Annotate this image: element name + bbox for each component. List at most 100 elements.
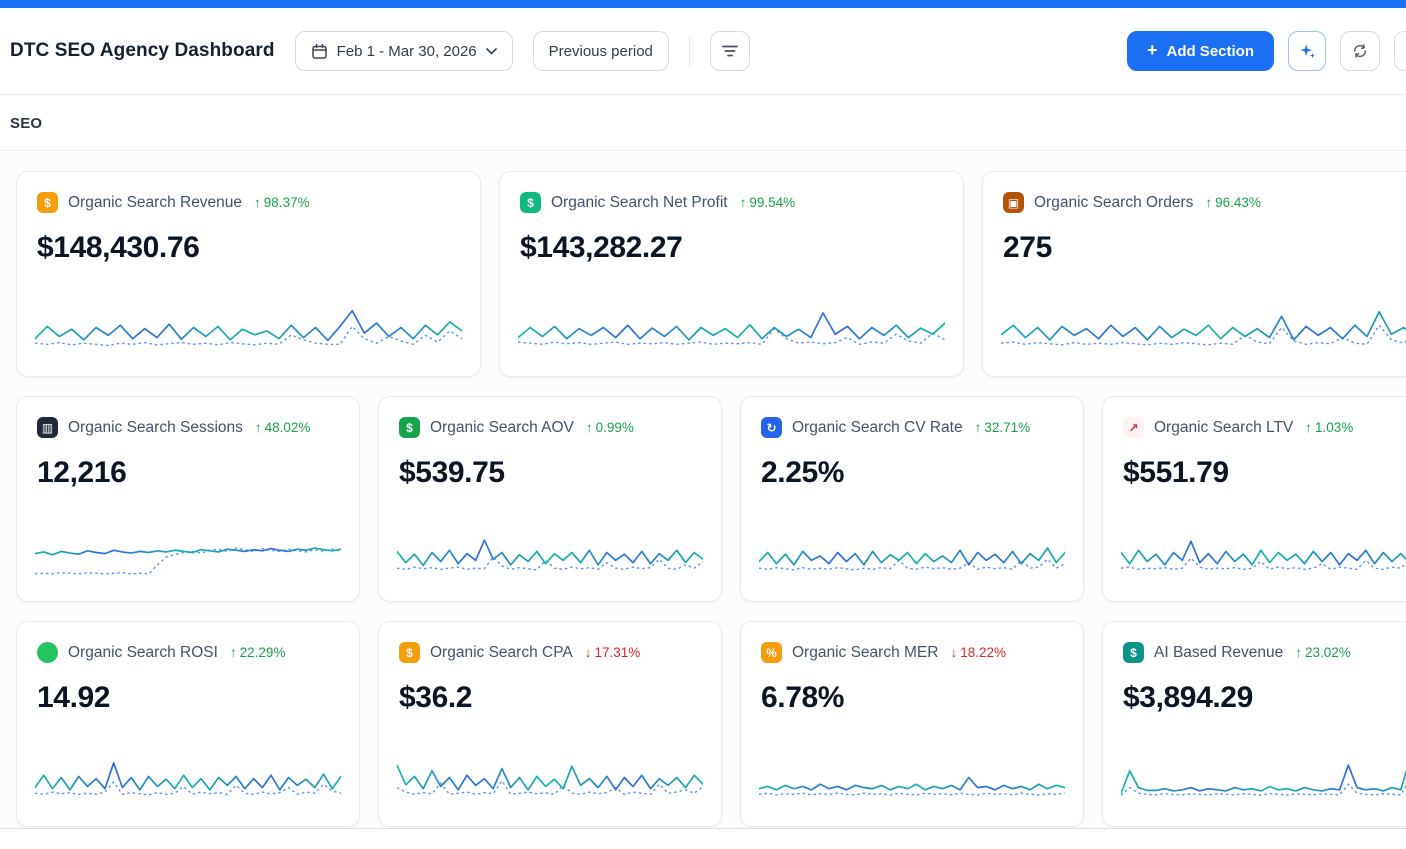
- delta-percent: 1.03%: [1315, 420, 1354, 435]
- delta-percent: 48.02%: [264, 420, 311, 435]
- sparkline-chart: [35, 304, 462, 360]
- metric-value: 6.78%: [761, 681, 845, 714]
- sparkline-chart: [759, 754, 1065, 810]
- desktop-computer-icon: ▥: [37, 417, 58, 438]
- metric-label: Organic Search MER: [792, 643, 939, 661]
- sparkline-chart: [1121, 754, 1406, 810]
- delta-arrow-icon: ↓: [950, 645, 958, 660]
- cards-row-2: ▥ Organic Search Sessions ↑ 48.02% 12,21…: [16, 396, 1406, 602]
- sparkline-chart: [35, 754, 341, 810]
- delta-percent: 22.29%: [239, 645, 286, 660]
- add-section-button[interactable]: + Add Section: [1126, 31, 1274, 71]
- metric-cards-area: $ Organic Search Revenue ↑ 98.37% $148,4…: [0, 151, 1406, 827]
- top-accent-bar: [0, 0, 1406, 8]
- sparkline-chart: [35, 529, 341, 585]
- metric-label: Organic Search CV Rate: [792, 418, 963, 436]
- metric-label: Organic Search Orders: [1034, 193, 1194, 211]
- filter-button[interactable]: [709, 31, 750, 71]
- delta-percent: 18.22%: [960, 645, 1006, 660]
- delta-percent: 32.71%: [984, 420, 1031, 435]
- date-range-picker[interactable]: Feb 1 - Mar 30, 2026: [294, 31, 513, 71]
- date-range-label: Feb 1 - Mar 30, 2026: [336, 42, 477, 60]
- metric-delta: ↑ 22.29%: [230, 645, 286, 660]
- construction-worker-icon: $: [399, 642, 420, 663]
- add-section-label: Add Section: [1166, 42, 1254, 60]
- delta-percent: 0.99%: [595, 420, 634, 435]
- delta-percent: 17.31%: [594, 645, 641, 660]
- bottom-mask: [0, 829, 1406, 849]
- metric-delta: ↑ 99.54%: [740, 195, 796, 210]
- delta-arrow-icon: ↑: [585, 420, 593, 435]
- dollar-banknote-icon: $: [399, 417, 420, 438]
- birthday-cake-icon: $: [1123, 642, 1144, 663]
- sparkline-chart: [1001, 304, 1406, 360]
- metric-card-organic-search-sessions[interactable]: ▥ Organic Search Sessions ↑ 48.02% 12,21…: [16, 396, 360, 602]
- metric-label: Organic Search AOV: [430, 418, 574, 436]
- metric-delta: ↑ 98.37%: [254, 195, 310, 210]
- delta-arrow-icon: ↑: [254, 195, 261, 210]
- delta-percent: 98.37%: [263, 195, 310, 210]
- metric-card-organic-search-net-profit[interactable]: $ Organic Search Net Profit ↑ 99.54% $14…: [499, 171, 964, 377]
- metric-value: 14.92: [37, 681, 111, 714]
- metric-label: Organic Search LTV: [1154, 418, 1294, 436]
- metric-label: Organic Search ROSI: [68, 643, 218, 661]
- sparkles-icon: [1297, 41, 1317, 61]
- chevron-down-icon: [485, 47, 497, 55]
- metric-label: AI Based Revenue: [1154, 643, 1284, 661]
- metric-delta: ↑ 96.43%: [1205, 195, 1261, 210]
- metric-delta: ↑ 48.02%: [255, 420, 311, 435]
- cards-row-3: Organic Search ROSI ↑ 22.29% 14.92 $ Org…: [16, 621, 1406, 827]
- viewport-cut-line: [0, 828, 1406, 829]
- previous-period-button[interactable]: Previous period: [532, 31, 669, 71]
- metric-label: Organic Search Sessions: [68, 418, 243, 436]
- sparkline-chart: [759, 529, 1065, 585]
- delta-arrow-icon: ↑: [254, 420, 262, 435]
- section-header: SEO: [0, 95, 1406, 151]
- metric-value: $539.75: [399, 456, 505, 489]
- metric-value: 2.25%: [761, 456, 845, 489]
- metric-value: $143,282.27: [520, 231, 683, 264]
- metric-label: Organic Search Net Profit: [551, 193, 728, 211]
- metric-value: $36.2: [399, 681, 473, 714]
- metric-delta: ↑ 23.02%: [1295, 645, 1351, 660]
- delta-arrow-icon: ↓: [584, 645, 592, 660]
- money-with-wings-icon: $: [520, 192, 541, 213]
- cards-row-1: $ Organic Search Revenue ↑ 98.37% $148,4…: [16, 171, 1406, 377]
- header: DTC SEO Agency Dashboard Feb 1 - Mar 30,…: [0, 8, 1406, 95]
- metric-card-organic-search-mer[interactable]: % Organic Search MER ↓ 18.22% 6.78%: [740, 621, 1084, 827]
- delta-percent: 99.54%: [749, 195, 796, 210]
- more-button[interactable]: [1394, 31, 1406, 71]
- delta-arrow-icon: ↑: [1305, 420, 1313, 435]
- metric-card-organic-search-rosi[interactable]: Organic Search ROSI ↑ 22.29% 14.92: [16, 621, 360, 827]
- sparkline-chart: [397, 754, 703, 810]
- package-icon: ▣: [1003, 192, 1024, 213]
- plus-icon: +: [1146, 40, 1158, 60]
- delta-arrow-icon: ↑: [229, 645, 237, 660]
- construction-worker-icon: %: [761, 642, 782, 663]
- metric-card-organic-search-cv-rate[interactable]: ↻ Organic Search CV Rate ↑ 32.71% 2.25%: [740, 396, 1084, 602]
- page-title: DTC SEO Agency Dashboard: [10, 40, 275, 61]
- metric-delta: ↓ 17.31%: [585, 645, 641, 660]
- metric-value: 275: [1003, 231, 1052, 264]
- metric-label: Organic Search Revenue: [68, 193, 243, 211]
- sparkline-chart: [1121, 529, 1406, 585]
- metric-value: 12,216: [37, 456, 127, 489]
- delta-arrow-icon: ↑: [1205, 195, 1213, 210]
- metric-value: $551.79: [1123, 456, 1229, 489]
- refresh-button[interactable]: [1340, 31, 1380, 71]
- metric-card-ai-based-revenue[interactable]: $ AI Based Revenue ↑ 23.02% $3,894.29: [1102, 621, 1406, 827]
- metric-card-organic-search-aov[interactable]: $ Organic Search AOV ↑ 0.99% $539.75: [378, 396, 722, 602]
- metric-delta: ↑ 32.71%: [975, 420, 1031, 435]
- ai-assistant-button[interactable]: [1288, 31, 1326, 71]
- metric-card-organic-search-ltv[interactable]: ↗ Organic Search LTV ↑ 1.03% $551.79: [1102, 396, 1406, 602]
- chart-increasing-icon: ↗: [1123, 417, 1144, 438]
- metric-card-organic-search-orders[interactable]: ▣ Organic Search Orders ↑ 96.43% 275: [982, 171, 1406, 377]
- metric-card-organic-search-revenue[interactable]: $ Organic Search Revenue ↑ 98.37% $148,4…: [16, 171, 481, 377]
- sparkline-chart: [397, 529, 703, 585]
- section-title: SEO: [10, 115, 43, 132]
- calendar-icon: [311, 43, 328, 60]
- metric-card-organic-search-cpa[interactable]: $ Organic Search CPA ↓ 17.31% $36.2: [378, 621, 722, 827]
- arrows-cycle-icon: ↻: [761, 417, 782, 438]
- delta-percent: 96.43%: [1215, 195, 1261, 210]
- metric-label: Organic Search CPA: [430, 643, 573, 661]
